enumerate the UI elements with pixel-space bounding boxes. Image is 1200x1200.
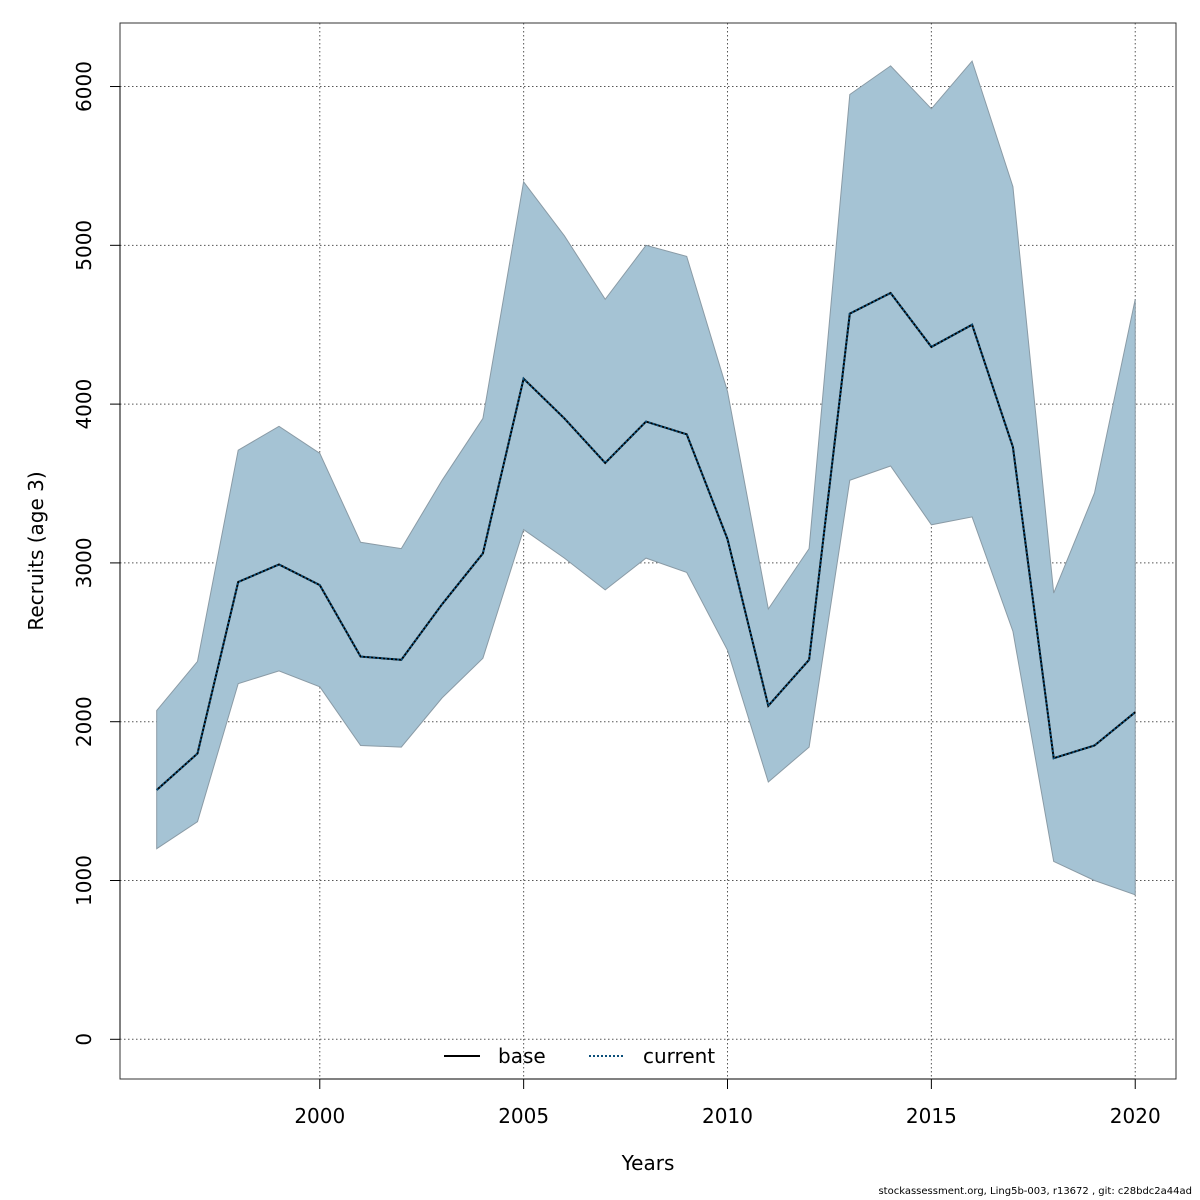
x-tick-label-2010: 2010 (702, 1104, 753, 1128)
footer-caption: stockassessment.org, Ling5b-003, r13672 … (878, 1186, 1192, 1197)
series-line-current (156, 291, 1136, 791)
y-tick-label-6000: 6000 (72, 61, 96, 112)
legend-label-current: current (643, 1044, 715, 1068)
y-axis-title: Recruits (age 3) (24, 471, 48, 630)
series-lines (156, 291, 1136, 791)
y-tick-label-3000: 3000 (72, 537, 96, 588)
y-tick-label-1000: 1000 (72, 855, 96, 906)
axes: 2000 2005 2010 2015 2020 0 1000 2000 3000 4000 500… (72, 61, 1161, 1128)
x-axis-title: Years (621, 1151, 675, 1175)
x-tick-label-2000: 2000 (294, 1104, 345, 1128)
x-tick-label-2005: 2005 (498, 1104, 549, 1128)
confidence-band (156, 60, 1136, 896)
x-tick-label-2020: 2020 (1110, 1104, 1161, 1128)
y-tick-label-5000: 5000 (72, 220, 96, 271)
y-tick-label-0: 0 (72, 1033, 96, 1046)
x-tick-label-2015: 2015 (906, 1104, 957, 1128)
y-tick-label-2000: 2000 (72, 696, 96, 747)
legend: base current (444, 1044, 715, 1068)
legend-label-base: base (498, 1044, 546, 1068)
y-tick-label-4000: 4000 (72, 379, 96, 430)
